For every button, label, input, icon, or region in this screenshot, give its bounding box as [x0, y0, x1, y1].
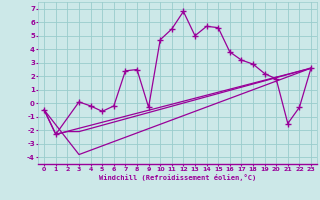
X-axis label: Windchill (Refroidissement éolien,°C): Windchill (Refroidissement éolien,°C)	[99, 174, 256, 181]
